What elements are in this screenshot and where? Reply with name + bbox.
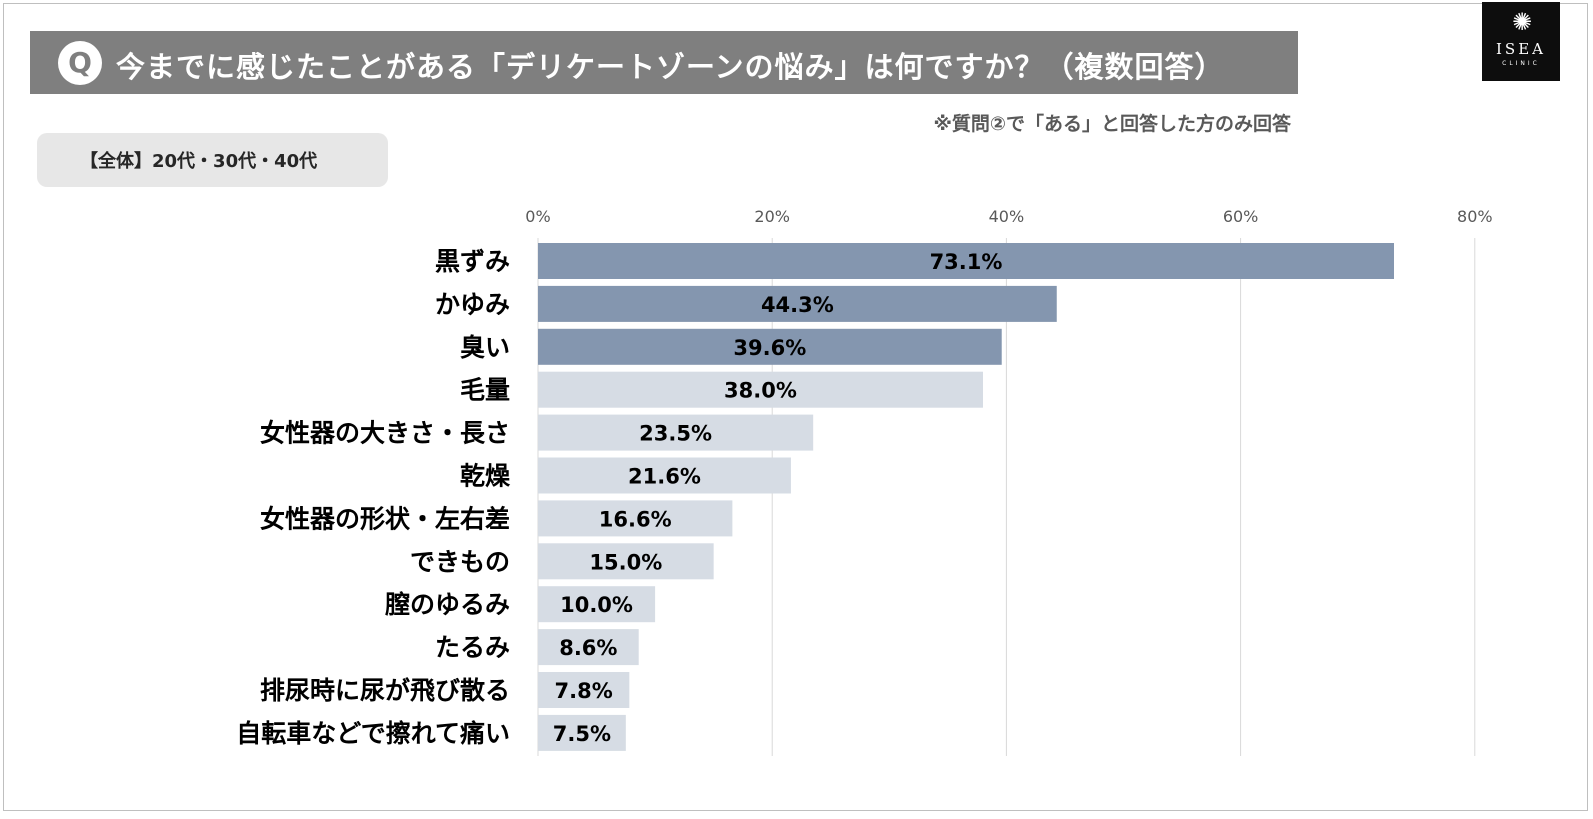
data-label: 10.0%	[560, 593, 633, 617]
bar	[538, 586, 656, 623]
data-label: 8.6%	[559, 636, 617, 660]
bar	[538, 500, 733, 537]
data-label: 39.6%	[733, 336, 806, 360]
category-label: 膣のゆるみ	[384, 590, 510, 619]
question-title: 今までに感じたことがある「デリケートゾーンの悩み」は何ですか？（複数回答）	[116, 50, 1225, 84]
bar	[538, 543, 714, 580]
data-label: 44.3%	[761, 293, 834, 317]
tick-label: 60%	[1223, 207, 1259, 226]
tick-label: 20%	[754, 207, 790, 226]
bar	[538, 714, 626, 751]
category-label: 女性器の形状・左右差	[260, 504, 510, 533]
tick-label: 40%	[989, 207, 1025, 226]
data-label: 15.0%	[589, 550, 662, 574]
logo-burst-icon: ✺	[1511, 8, 1533, 36]
bar	[538, 457, 791, 494]
data-label: 7.5%	[553, 722, 611, 746]
respondent-note: ※質問②で「ある」と回答した方のみ回答	[933, 113, 1291, 135]
question-badge: Q	[58, 41, 102, 85]
category-label: 自転車などで擦れて痛い	[236, 719, 510, 748]
bar	[538, 285, 1057, 322]
title-bar	[30, 31, 1298, 94]
chart-frame	[3, 3, 1588, 811]
tick-label: 80%	[1457, 207, 1493, 226]
bar	[538, 243, 1395, 279]
category-label: 黒ずみ	[435, 247, 510, 276]
bar	[538, 414, 814, 451]
category-label: たるみ	[435, 633, 510, 662]
category-label: 乾燥	[460, 462, 511, 491]
bar	[538, 328, 1002, 365]
bar	[538, 371, 983, 408]
category-label: 女性器の大きさ・長さ	[260, 419, 510, 448]
bar	[538, 672, 630, 708]
segment-badge	[37, 133, 388, 187]
logo-subtitle: CLINIC	[1502, 60, 1540, 67]
category-label: 毛量	[460, 376, 510, 405]
data-label: 38.0%	[724, 379, 797, 403]
data-label: 7.8%	[555, 679, 613, 703]
category-label: 排尿時に尿が飛び散る	[260, 676, 510, 705]
category-label: できもの	[410, 547, 510, 576]
logo-name: ISEA	[1496, 40, 1546, 58]
clinic-logo	[1482, 2, 1560, 81]
segment-label: 【全体】20代・30代・40代	[80, 151, 318, 172]
data-label: 21.6%	[628, 465, 701, 489]
category-label: かゆみ	[435, 290, 510, 319]
tick-label: 0%	[525, 207, 550, 226]
data-label: 23.5%	[639, 422, 712, 446]
bar	[538, 629, 639, 666]
data-label: 16.6%	[599, 507, 672, 531]
category-label: 臭い	[460, 333, 510, 362]
data-label: 73.1%	[930, 250, 1003, 274]
